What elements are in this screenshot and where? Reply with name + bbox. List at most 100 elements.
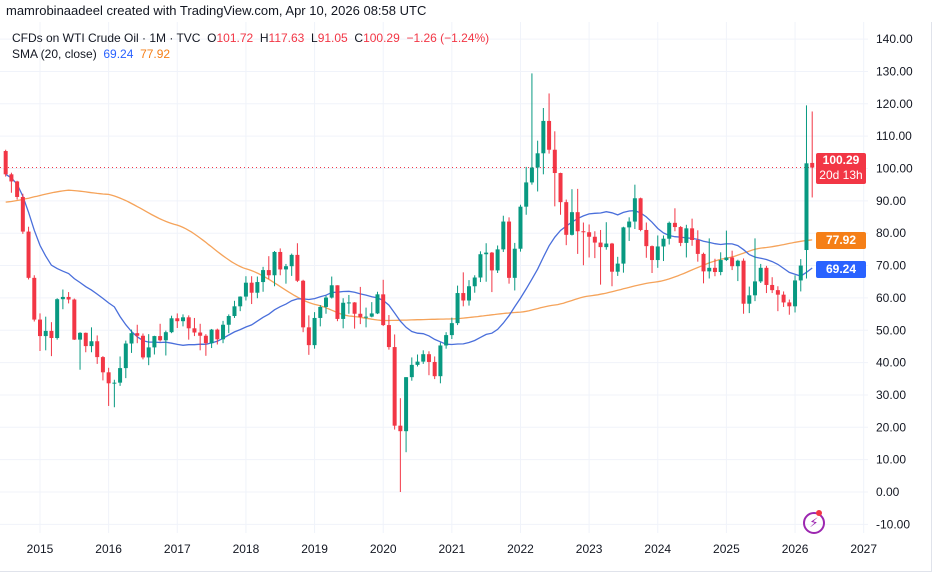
candle-body (547, 120, 552, 150)
candle-body (163, 332, 168, 341)
candle-body (770, 284, 775, 291)
candle-body (718, 260, 723, 273)
candle-body (449, 323, 454, 336)
candle-body (610, 243, 614, 272)
x-tick-label: 2017 (164, 542, 191, 556)
candle-body (43, 330, 48, 337)
candle-body (569, 212, 574, 235)
candle-body (575, 212, 580, 232)
y-tick-label: -10.00 (876, 517, 910, 531)
candle-body (804, 163, 809, 251)
candle-body (38, 319, 42, 337)
candle-body (9, 174, 14, 182)
candle-body (524, 182, 529, 207)
candle-body (169, 318, 174, 333)
y-tick-label: 110.00 (876, 129, 912, 143)
credit-text: mamrobinaadeel created with TradingView.… (6, 3, 427, 18)
candle-body (140, 335, 145, 358)
candle-body (798, 265, 803, 281)
candle-body (478, 254, 483, 278)
candle-body (684, 228, 689, 243)
candle-body (26, 231, 31, 278)
candle-body (415, 361, 420, 365)
symbol-name[interactable]: CFDs on WTI Crude Oil · 1M · TVC (12, 31, 201, 45)
low-label: L (311, 31, 318, 45)
candle-body (335, 285, 340, 319)
open-label: O (207, 31, 217, 45)
candle-body (667, 222, 672, 239)
candle-body (100, 357, 105, 373)
candle-body (135, 333, 140, 336)
candle-body (272, 251, 277, 276)
candle-body (386, 325, 391, 348)
candle-body (312, 317, 317, 346)
candle-body (735, 260, 740, 267)
candle-body (78, 332, 83, 340)
candle-body (507, 221, 512, 278)
candle-body (432, 361, 437, 377)
legend-row-price: CFDs on WTI Crude Oil · 1M · TVC O101.72… (12, 30, 489, 46)
candle-body (83, 332, 88, 347)
candle-body (444, 335, 449, 346)
sma-fast-value: 69.24 (103, 47, 134, 61)
candle-body (175, 318, 180, 322)
candle-body (558, 173, 563, 203)
candle-body (495, 249, 500, 271)
candle-body (375, 294, 380, 314)
x-tick-label: 2019 (301, 542, 328, 556)
candle-body (32, 277, 37, 320)
candle-body (152, 336, 157, 348)
candle-body (352, 302, 357, 314)
candle-body (695, 239, 700, 254)
candle-body (3, 151, 8, 175)
x-tick-label: 2016 (95, 542, 122, 556)
y-tick-label: 30.00 (876, 388, 906, 402)
candle-body (632, 198, 637, 222)
x-tick-label: 2025 (713, 542, 740, 556)
candle-body (489, 252, 494, 271)
x-tick-label: 2015 (27, 542, 54, 556)
lightning-icon[interactable]: ⚡︎ (803, 512, 825, 534)
candle-body (690, 228, 695, 240)
candle-body (55, 299, 60, 339)
candle-body (535, 153, 540, 168)
x-tick-label: 2026 (782, 542, 809, 556)
last-price-label: 100.29 20d 13h (816, 153, 866, 184)
candle-body (787, 302, 792, 307)
candle-body (289, 254, 294, 267)
y-tick-label: 0.00 (876, 485, 900, 499)
candle-body (421, 354, 426, 362)
candle-body (592, 236, 597, 243)
candle-body (753, 281, 757, 296)
y-tick-label: 130.00 (876, 64, 913, 78)
sma-slow-line (5, 189, 813, 322)
sma-fast-axis-label: 69.24 (816, 261, 866, 278)
sma-label[interactable]: SMA (20, close) (12, 47, 97, 61)
candle-body (781, 294, 786, 303)
candle-body (741, 260, 746, 304)
candle-body (426, 354, 431, 362)
close-label: C (354, 31, 364, 45)
candle-body (615, 263, 620, 272)
legend-row-sma: SMA (20, close) 69.24 77.92 (12, 46, 489, 62)
candle-body (249, 282, 254, 293)
candle-body (661, 238, 666, 247)
candle-body (203, 335, 208, 344)
candle-body (301, 280, 306, 328)
candle-body (209, 329, 214, 344)
candle-body (518, 206, 523, 249)
candle-body (341, 302, 346, 319)
candle-body (15, 181, 20, 197)
candle-body (472, 277, 477, 287)
candle-body (181, 317, 185, 322)
candle-body (587, 232, 592, 237)
candle-body (278, 251, 283, 270)
candle-body (381, 294, 386, 326)
candle-body (318, 306, 323, 318)
candle-body (712, 267, 717, 273)
change-value: −1.26 (−1.24%) (406, 31, 490, 45)
y-tick-label: 100.00 (876, 162, 913, 176)
candle-body (60, 296, 65, 300)
candle-body (564, 202, 569, 235)
